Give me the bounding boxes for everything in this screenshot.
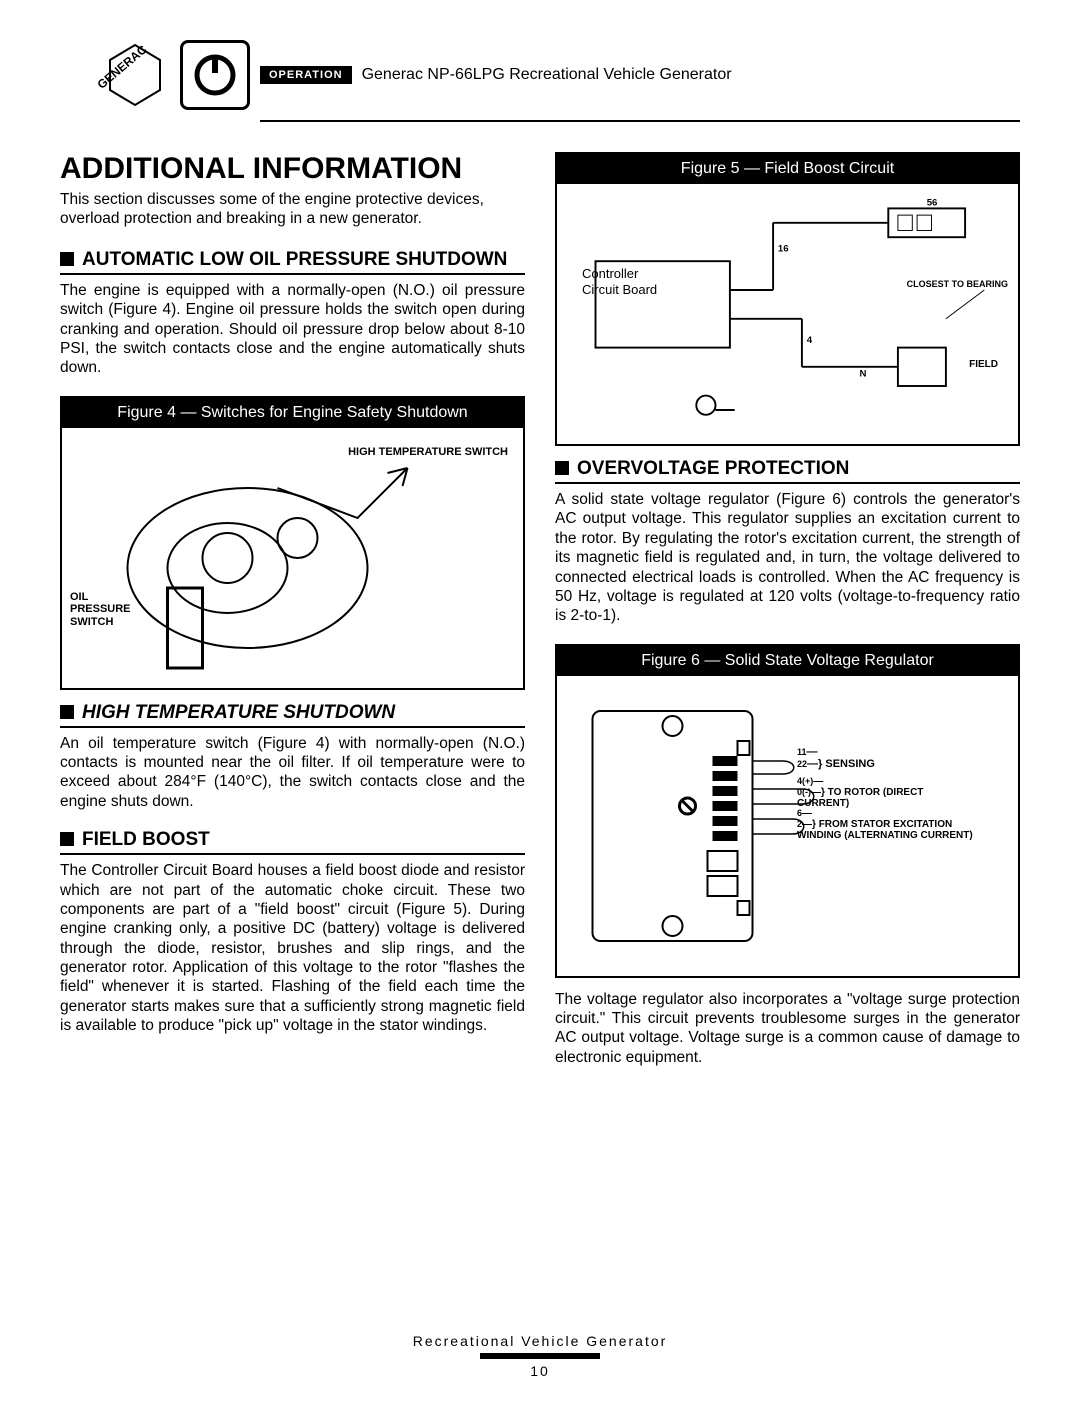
heading-text: OVERVOLTAGE PROTECTION: [577, 458, 849, 480]
fig6-label-rotor: 4(+)— 0(-)—} TO ROTOR (DIRECT CURRENT): [797, 776, 977, 809]
page-footer: Recreational Vehicle Generator 10: [0, 1333, 1080, 1379]
page-number: 10: [0, 1363, 1080, 1379]
heading-text: AUTOMATIC LOW OIL PRESSURE SHUTDOWN: [82, 249, 507, 271]
figure-4-diagram: HIGH TEMPERATURE SWITCH OIL PRESSURE SWI…: [62, 428, 523, 688]
dial-icon: [180, 40, 250, 110]
fig5-label-field: FIELD: [969, 359, 998, 370]
bullet-square-icon: [60, 705, 74, 719]
left-column: ADDITIONAL INFORMATION This section disc…: [60, 152, 525, 1085]
svg-text:56: 56: [927, 198, 938, 209]
document-header: GENERAC OPERATION Generac NP-66LPG Recre…: [100, 40, 1020, 110]
footer-text: Recreational Vehicle Generator: [0, 1333, 1080, 1349]
section-heading-high-temp: HIGH TEMPERATURE SHUTDOWN: [60, 702, 525, 728]
fig4-label-oil: OIL PRESSURE SWITCH: [70, 591, 140, 627]
header-rule: [260, 120, 1020, 122]
fig4-label-high-temp: HIGH TEMPERATURE SWITCH: [348, 446, 508, 458]
generac-logo: GENERAC: [100, 40, 170, 110]
figure-4-caption: Figure 4 — Switches for Engine Safety Sh…: [62, 398, 523, 428]
bullet-square-icon: [60, 252, 74, 266]
figure-6-caption: Figure 6 — Solid State Voltage Regulator: [557, 646, 1018, 676]
page-title: ADDITIONAL INFORMATION: [60, 152, 525, 186]
fig6-label-sensing: 11— 22—} SENSING: [797, 746, 875, 770]
fig6-label-stator: 6— 2—} FROM STATOR EXCITATION WINDING (A…: [797, 808, 987, 841]
heading-text: FIELD BOOST: [82, 829, 210, 851]
body-overvoltage-2: The voltage regulator also incorporates …: [555, 990, 1020, 1068]
section-heading-field-boost: FIELD BOOST: [60, 829, 525, 855]
fig5-label-closest: CLOSEST TO BEARING: [907, 279, 1008, 289]
intro-text: This section discusses some of the engin…: [60, 190, 525, 229]
svg-text:N: N: [860, 368, 867, 379]
body-high-temp: An oil temperature switch (Figure 4) wit…: [60, 734, 525, 812]
figure-4: Figure 4 — Switches for Engine Safety Sh…: [60, 396, 525, 690]
bullet-square-icon: [60, 832, 74, 846]
body-field-boost: The Controller Circuit Board houses a fi…: [60, 861, 525, 1035]
figure-5-caption: Figure 5 — Field Boost Circuit: [557, 154, 1018, 184]
footer-bar: [480, 1353, 600, 1359]
figure-6-diagram: 11— 22—} SENSING 4(+)— 0(-)—} TO ROTOR (…: [557, 676, 1018, 976]
figure-5-diagram: 56 16 4 N Controller Circuit Board CLOSE…: [557, 184, 1018, 444]
product-name: Generac NP-66LPG Recreational Vehicle Ge…: [362, 66, 732, 84]
body-low-oil: The engine is equipped with a normally-o…: [60, 281, 525, 378]
section-heading-overvoltage: OVERVOLTAGE PROTECTION: [555, 458, 1020, 484]
heading-text: HIGH TEMPERATURE SHUTDOWN: [82, 702, 395, 724]
figure-5: Figure 5 — Field Boost Circuit 56: [555, 152, 1020, 446]
bullet-square-icon: [555, 461, 569, 475]
svg-text:4: 4: [807, 335, 813, 346]
svg-text:16: 16: [778, 244, 789, 255]
figure-6: Figure 6 — Solid State Voltage Regulator: [555, 644, 1020, 978]
right-column: Figure 5 — Field Boost Circuit 56: [555, 152, 1020, 1085]
fig5-label-controller: Controller Circuit Board: [582, 266, 662, 297]
section-heading-low-oil: AUTOMATIC LOW OIL PRESSURE SHUTDOWN: [60, 249, 525, 275]
body-overvoltage-1: A solid state voltage regulator (Figure …: [555, 490, 1020, 626]
operation-badge: OPERATION: [260, 66, 352, 84]
